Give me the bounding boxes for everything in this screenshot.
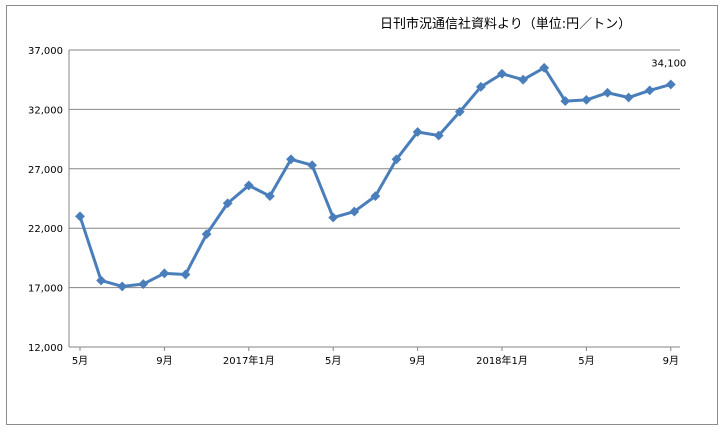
data-labels: 34,100 bbox=[651, 58, 686, 69]
y-tick-label: 27,000 bbox=[28, 165, 63, 176]
data-point bbox=[497, 68, 507, 79]
x-tick-label: 2018年1月 bbox=[476, 354, 528, 367]
data-point bbox=[159, 268, 170, 279]
x-tick-label: 9月 bbox=[409, 355, 425, 367]
y-tick-label: 12,000 bbox=[28, 343, 63, 354]
data-point bbox=[222, 198, 233, 209]
data-point bbox=[117, 281, 128, 292]
data-point bbox=[581, 94, 592, 105]
data-point bbox=[243, 180, 254, 191]
series-price bbox=[75, 62, 676, 292]
data-point bbox=[370, 191, 381, 202]
y-tick-label: 37,000 bbox=[28, 46, 63, 57]
y-tick-label: 17,000 bbox=[28, 284, 63, 295]
data-point bbox=[433, 130, 444, 141]
data-point bbox=[623, 92, 634, 103]
data-point bbox=[560, 96, 571, 106]
series-line bbox=[78, 66, 672, 288]
data-point bbox=[180, 269, 191, 280]
x-tick-label: 2017年1月 bbox=[223, 354, 275, 367]
chart-frame bbox=[6, 5, 718, 425]
x-tick-label: 5月 bbox=[325, 355, 341, 367]
data-point bbox=[644, 85, 655, 96]
data-point bbox=[349, 206, 360, 217]
data-point bbox=[201, 229, 212, 240]
data-point bbox=[475, 81, 486, 92]
data-point bbox=[602, 87, 613, 98]
data-point bbox=[286, 154, 296, 165]
x-tick-label: 5月 bbox=[578, 355, 594, 367]
x-tick-label: 5月 bbox=[72, 355, 88, 367]
data-point bbox=[264, 191, 275, 202]
data-point bbox=[665, 79, 676, 90]
data-label: 34,100 bbox=[651, 58, 686, 69]
data-point bbox=[75, 211, 85, 222]
data-point bbox=[391, 154, 402, 165]
data-point bbox=[412, 127, 423, 137]
x-tick-label: 9月 bbox=[663, 355, 679, 367]
x-tick-labels: 5月 9月 2017年1月 5月 9月 2018年1月 5月 9月 bbox=[72, 347, 679, 367]
data-point bbox=[454, 106, 465, 117]
y-tick-label: 22,000 bbox=[28, 224, 63, 235]
data-point bbox=[539, 62, 550, 73]
data-point bbox=[138, 279, 149, 289]
source-note: 日刊市況通信社資料より（単位:円／トン） bbox=[380, 17, 632, 32]
data-point bbox=[307, 160, 318, 171]
data-point bbox=[518, 74, 529, 85]
data-point bbox=[328, 212, 339, 223]
y-tick-labels: 12,000 17,000 22,000 27,000 32,000 37,000 bbox=[28, 46, 63, 354]
gridlines bbox=[69, 49, 680, 289]
y-tick-label: 32,000 bbox=[28, 105, 63, 116]
x-tick-label: 9月 bbox=[156, 355, 172, 367]
data-point bbox=[96, 275, 107, 286]
